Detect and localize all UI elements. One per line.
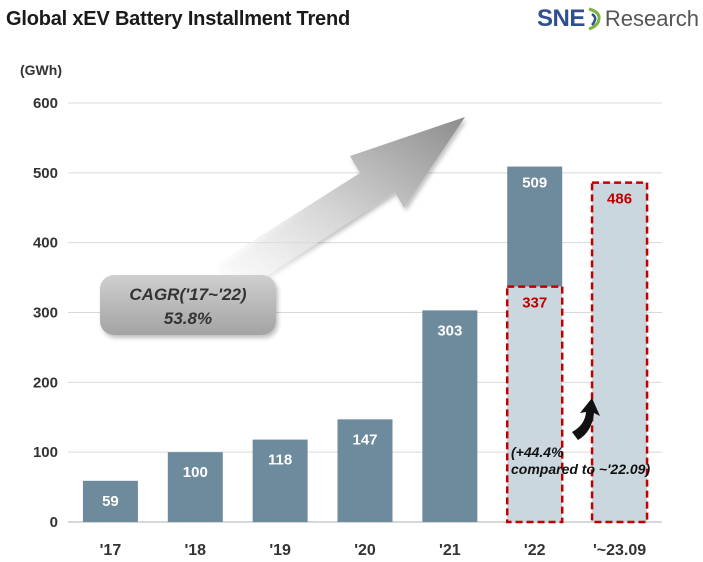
bar [167, 452, 223, 522]
curved-arrow-icon [572, 398, 600, 440]
bar-value-label: 147 [352, 431, 377, 448]
x-tick-label: '18 [184, 542, 206, 559]
bar [422, 310, 478, 522]
y-tick-label: 0 [50, 514, 58, 531]
logo-sne-text: SNE [536, 5, 585, 32]
x-tick-label: '20 [354, 542, 376, 559]
bar-value-label: 486 [607, 191, 632, 208]
bar-22-upper [507, 166, 563, 287]
y-tick-label: 100 [33, 444, 58, 461]
chart-title: Global xEV Battery Installment Trend [6, 8, 351, 30]
bar [82, 480, 138, 522]
x-tick-label: '17 [100, 542, 122, 559]
x-axis: '17 '18 '19 '20 '21 '22 '~23.09 [100, 542, 647, 559]
x-tick-label: '~23.09 [593, 542, 646, 559]
bar-22-lower [507, 286, 563, 522]
bar-value-label: 303 [437, 322, 462, 339]
bar-value-label: 100 [183, 464, 208, 481]
cagr-label: CAGR('17~'22) [129, 285, 247, 304]
y-tick-label: 400 [33, 235, 58, 252]
y-tick-label: 200 [33, 374, 58, 391]
bar [337, 419, 393, 522]
logo-research-text: Research [604, 6, 699, 31]
logo-swirl-icon [588, 7, 601, 31]
growth-arrow-icon [215, 117, 465, 288]
x-tick-label: '21 [439, 542, 461, 559]
bar-23-09-dashed-outline [590, 181, 649, 524]
y-tick-label: 300 [33, 305, 58, 322]
y-tick-label: 600 [33, 95, 58, 112]
cagr-box [100, 275, 276, 335]
bar-partial-value-label: 337 [522, 295, 547, 312]
y-tick-label: 500 [33, 165, 58, 182]
bar-value-label: 118 [268, 452, 292, 469]
bar-22-dashed-outline [505, 285, 564, 524]
bar-value-label: 59 [102, 493, 119, 510]
x-tick-label: '19 [269, 542, 291, 559]
growth-annotation-line1: (+44.4% [511, 444, 564, 460]
cagr-value: 53.8% [164, 309, 212, 328]
x-tick-label: '22 [524, 542, 546, 559]
bar-value-label: 509 [522, 175, 547, 192]
bars: 59 100 118 147 303 509 337 486 [82, 166, 649, 524]
y-axis-unit-label: (GWh) [20, 62, 62, 78]
sne-research-logo: SNE Research [537, 4, 699, 34]
growth-annotation-line2: compared to ~'22.09) [511, 461, 650, 477]
bar [252, 439, 308, 522]
bar-23-09 [592, 182, 648, 523]
